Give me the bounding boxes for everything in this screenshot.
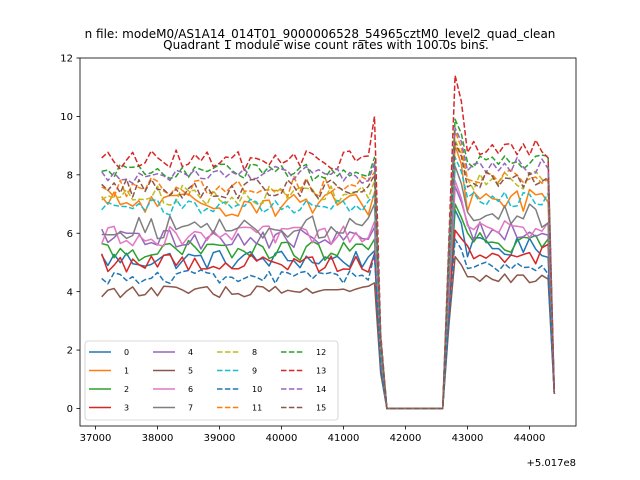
x-tick-label: 40000 [266,433,298,444]
x-tick-label: 39000 [204,433,236,444]
x-offset-label: +5.017e8 [526,458,576,469]
legend-label-1: 1 [124,367,129,376]
legend-label-9: 9 [252,367,257,376]
legend-label-4: 4 [188,348,193,357]
legend-box [84,340,339,421]
series-line-2 [101,203,556,410]
series-line-9 [101,156,556,410]
legend-label-3: 3 [124,404,129,413]
legend-label-10: 10 [252,385,262,394]
series-line-12 [101,118,556,410]
x-tick-label: 38000 [142,433,174,444]
series-line-13 [101,74,556,410]
series-line-7 [101,165,556,410]
series-line-6 [101,179,556,410]
legend-label-13: 13 [316,367,326,376]
series-line-15 [101,141,556,410]
series-line-11 [101,130,556,410]
legend-label-0: 0 [124,348,129,357]
x-tick-label: 37000 [80,433,112,444]
series-line-1 [101,144,556,410]
legend-label-11: 11 [252,404,262,413]
y-tick-label: 2 [67,346,73,357]
legend-label-2: 2 [124,385,129,394]
x-tick-label: 43000 [452,433,484,444]
x-tick-label: 42000 [390,433,422,444]
legend-label-7: 7 [188,404,193,413]
y-tick-label: 8 [67,170,73,181]
series-line-10 [101,238,556,410]
x-tick-label: 44000 [514,433,546,444]
x-tick-label: 41000 [328,433,360,444]
legend-label-8: 8 [252,348,257,357]
y-tick-label: 6 [67,229,73,240]
legend-label-15: 15 [316,404,326,413]
y-axis: 0 2 4 6 8 10 12 [60,54,80,415]
series-layer [100,74,556,410]
legend-label-12: 12 [316,348,326,357]
chart-title: Quadrant 1 module wise count rates with … [163,38,489,52]
axes-frame [79,57,577,427]
legend-label-6: 6 [188,385,193,394]
legend-label-14: 14 [316,385,326,394]
figure-suptitle: n file: modeM0/AS1A14_014T01_9000006528_… [85,27,556,41]
x-axis: 37000 38000 39000 40000 41000 42000 43000 44000 [80,426,546,444]
series-line-14 [101,127,556,410]
y-tick-label: 12 [60,54,73,65]
legend-label-5: 5 [188,367,193,376]
series-line-3 [100,229,556,410]
series-line-5 [101,255,556,410]
y-tick-label: 0 [67,404,73,415]
series-line-8 [101,139,556,410]
y-tick-label: 4 [67,287,73,298]
y-tick-label: 10 [60,112,73,123]
